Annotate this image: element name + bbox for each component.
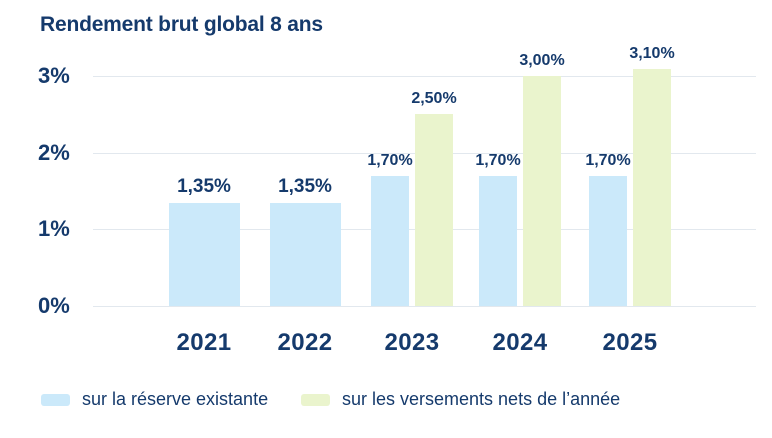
x-axis-label-2024: 2024: [492, 329, 548, 356]
legend-label-reserve: sur la réserve existante: [82, 389, 269, 409]
chart-title: Rendement brut global 8 ans: [40, 13, 323, 36]
bar-reserve-2025: [589, 176, 627, 306]
bar-reserve-2022-value-label: 1,35%: [278, 176, 332, 197]
legend-swatch-green-icon: [301, 393, 330, 406]
bar-versements-2024-value-label: 3,00%: [519, 52, 565, 69]
bar-reserve-2021-value-label: 1,35%: [177, 176, 231, 197]
bar-versements-2023: [415, 114, 453, 306]
legend-label-versements: sur les versements nets de l’année: [342, 389, 621, 409]
bar-reserve-2024: [479, 176, 517, 306]
bar-reserve-2024-value-label: 1,70%: [475, 152, 521, 169]
bar-versements-2023-value-label: 2,50%: [411, 90, 457, 107]
bar-reserve-2025-value-label: 1,70%: [585, 152, 631, 169]
y-axis-label: 2%: [38, 140, 70, 165]
gridline-0%: [93, 306, 756, 307]
gridline-3%: [93, 76, 756, 77]
x-axis-label-2021: 2021: [176, 329, 232, 356]
bar-reserve-2022: [269, 203, 341, 306]
y-axis-label: 1%: [38, 216, 70, 241]
bar-versements-2025-value-label: 3,10%: [629, 45, 675, 62]
x-axis-label-2022: 2022: [277, 329, 333, 356]
legend-item-reserve: sur la réserve existante: [41, 389, 269, 410]
bar-versements-2024: [523, 76, 561, 306]
bar-reserve-2023-value-label: 1,70%: [367, 152, 413, 169]
legend-item-versements: sur les versements nets de l’année: [301, 389, 621, 410]
x-axis-label-2025: 2025: [602, 329, 658, 356]
bar-reserve-2023: [371, 176, 409, 306]
y-axis-label: 3%: [38, 63, 70, 88]
legend-swatch-blue-icon: [41, 393, 70, 406]
x-axis-label-2023: 2023: [384, 329, 440, 356]
y-axis-label: 0%: [38, 293, 70, 318]
bar-reserve-2021: [168, 203, 240, 306]
bar-versements-2025: [633, 69, 671, 306]
